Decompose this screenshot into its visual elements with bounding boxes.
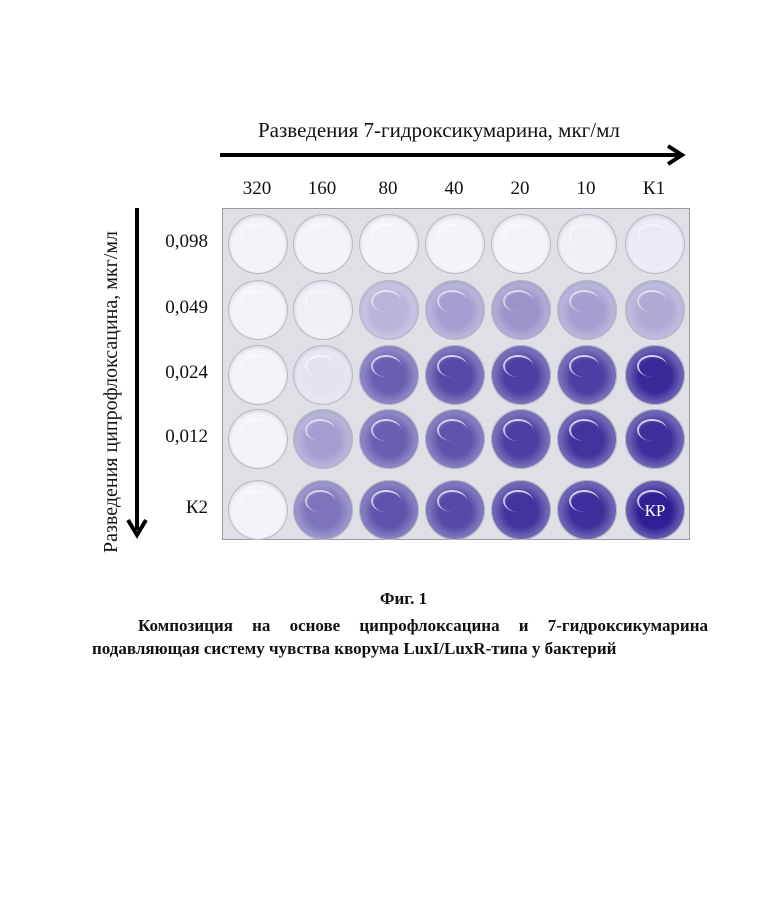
well-highlight xyxy=(371,355,401,377)
well-marker-label: КР xyxy=(635,501,675,521)
row-label: 0,012 xyxy=(150,426,208,448)
well-highlight xyxy=(503,224,533,246)
x-axis-title: Разведения 7-гидроксикумарина, мкг/мл xyxy=(258,118,620,143)
column-label: К1 xyxy=(624,178,684,200)
well-highlight xyxy=(371,224,401,246)
well-highlight xyxy=(240,490,270,512)
well-highlight xyxy=(305,490,335,512)
well-highlight xyxy=(569,290,599,312)
y-axis-title: Разведения ципрофлоксацина, мкг/мл xyxy=(100,231,123,553)
well-highlight xyxy=(637,355,667,377)
well-highlight xyxy=(637,419,667,441)
row-label: К2 xyxy=(150,497,208,519)
caption-line-2: подавляющая систему чувства кворума LuxI… xyxy=(92,637,708,660)
well-highlight xyxy=(437,490,467,512)
well-highlight xyxy=(240,224,270,246)
well-highlight xyxy=(503,290,533,312)
well-highlight xyxy=(569,355,599,377)
well-highlight xyxy=(240,355,270,377)
well-highlight xyxy=(569,224,599,246)
figure-caption: Композиция на основе ципрофлоксацина и 7… xyxy=(92,614,708,660)
well-highlight xyxy=(437,224,467,246)
well-highlight xyxy=(305,419,335,441)
well-highlight xyxy=(305,290,335,312)
caption-line-1: Композиция на основе ципрофлоксацина и 7… xyxy=(92,614,708,637)
well-highlight xyxy=(305,224,335,246)
down-arrow-icon xyxy=(125,208,149,543)
well-highlight xyxy=(240,419,270,441)
right-arrow-icon xyxy=(220,143,692,167)
row-label: 0,024 xyxy=(150,362,208,384)
column-label: 10 xyxy=(556,178,616,200)
well-highlight xyxy=(569,490,599,512)
row-label: 0,098 xyxy=(150,231,208,253)
column-label: 20 xyxy=(490,178,550,200)
well-highlight xyxy=(569,419,599,441)
column-label: 80 xyxy=(358,178,418,200)
well-highlight xyxy=(437,419,467,441)
column-label: 40 xyxy=(424,178,484,200)
figure-label: Фиг. 1 xyxy=(0,589,780,609)
well-highlight xyxy=(503,355,533,377)
well-highlight xyxy=(371,290,401,312)
column-label: 320 xyxy=(227,178,287,200)
well-highlight xyxy=(371,490,401,512)
row-label: 0,049 xyxy=(150,297,208,319)
column-label: 160 xyxy=(292,178,352,200)
well-highlight xyxy=(437,290,467,312)
well-highlight xyxy=(305,355,335,377)
well-highlight xyxy=(437,355,467,377)
well-highlight xyxy=(637,224,667,246)
well-highlight xyxy=(503,419,533,441)
well-highlight xyxy=(503,490,533,512)
well-highlight xyxy=(240,290,270,312)
well-highlight xyxy=(637,290,667,312)
microplate: КР xyxy=(222,208,690,540)
well-highlight xyxy=(371,419,401,441)
